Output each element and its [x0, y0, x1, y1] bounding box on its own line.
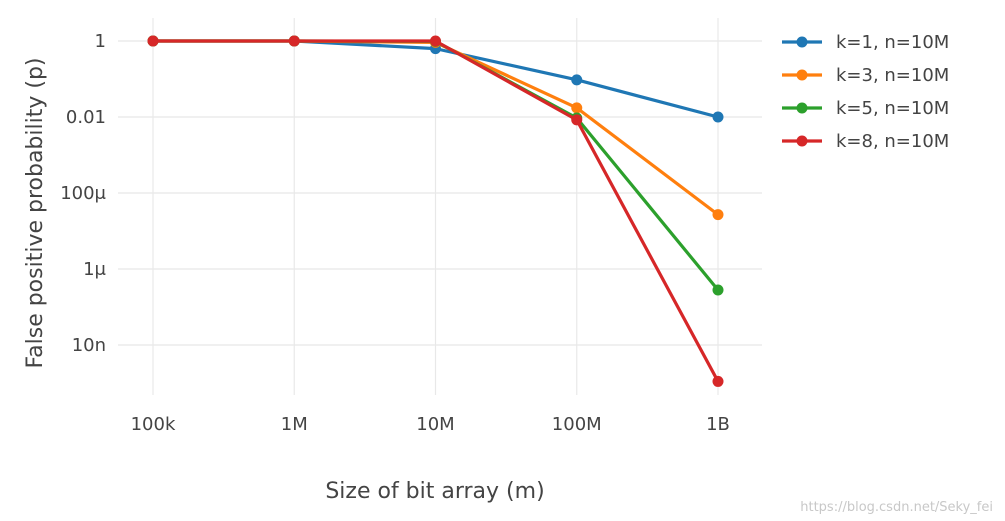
y-tick-label: 1: [95, 31, 106, 52]
y-axis-ticks: 1 0.01 100μ 1μ 10n: [60, 31, 106, 356]
x-tick-label: 10M: [416, 414, 454, 435]
data-point: [571, 74, 583, 86]
data-point: [571, 114, 583, 126]
legend-item: k=5, n=10M: [782, 98, 949, 119]
series-4: [147, 35, 724, 387]
y-tick-label: 10n: [72, 335, 106, 356]
x-tick-label: 100M: [552, 414, 602, 435]
x-axis-ticks: 100k 1M 10M 100M 1B: [131, 414, 730, 435]
y-axis-title: False positive probability (p): [23, 57, 48, 368]
series-lines: [147, 35, 724, 387]
x-tick-label: 1B: [706, 414, 730, 435]
legend-item: k=1, n=10M: [782, 32, 949, 53]
data-point: [147, 35, 159, 47]
data-point: [430, 35, 441, 47]
legend-label: k=5, n=10M: [836, 98, 949, 119]
legend-label: k=1, n=10M: [836, 32, 949, 53]
legend-item: k=3, n=10M: [782, 65, 949, 86]
legend-swatch-marker: [796, 135, 808, 147]
y-tick-label: 0.01: [66, 107, 106, 128]
watermark: https://blog.csdn.net/Seky_fei: [800, 500, 993, 515]
data-point: [571, 102, 583, 114]
legend-label: k=3, n=10M: [836, 65, 949, 86]
legend-swatch-marker: [796, 69, 808, 81]
legend-swatch-marker: [796, 36, 808, 48]
legend-label: k=8, n=10M: [836, 131, 949, 152]
x-tick-label: 100k: [131, 414, 176, 435]
legend-item: k=8, n=10M: [782, 131, 949, 152]
x-tick-label: 1M: [281, 414, 308, 435]
legend-swatch-marker: [796, 102, 808, 114]
x-axis-title: Size of bit array (m): [325, 479, 544, 504]
data-point: [712, 111, 724, 123]
data-point: [712, 375, 724, 387]
data-point: [712, 209, 724, 221]
legend: k=1, n=10M k=3, n=10M k=5, n=10M k=8, n=10M: [782, 32, 949, 152]
grid-lines: [118, 18, 762, 395]
data-point: [288, 35, 300, 47]
y-tick-label: 100μ: [60, 183, 106, 204]
y-tick-label: 1μ: [83, 259, 106, 280]
data-point: [712, 284, 724, 296]
